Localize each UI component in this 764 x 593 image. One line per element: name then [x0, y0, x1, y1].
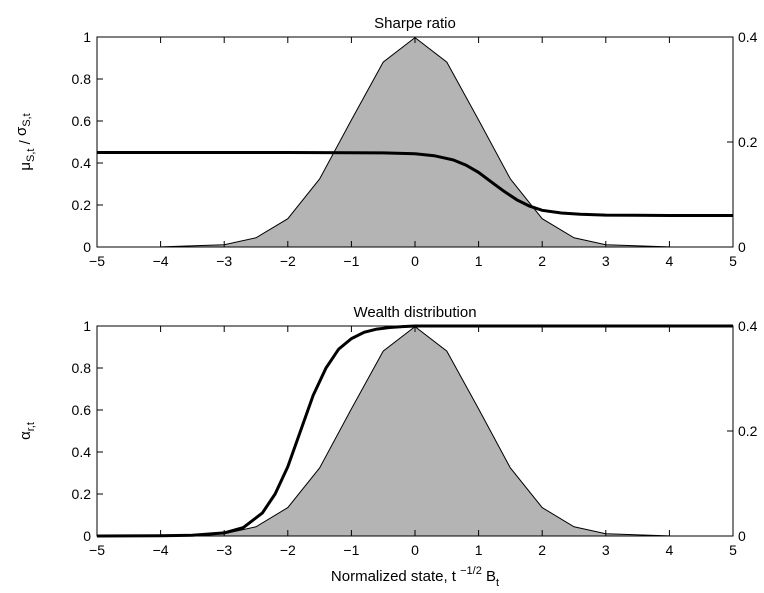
- y-tick-label: 1: [83, 318, 91, 334]
- x-tick-label: 3: [602, 542, 610, 558]
- y-right-tick-label: 0.2: [738, 423, 758, 439]
- x-axis-label: Normalized state, t −1/2 Bt: [331, 565, 499, 589]
- y-right-tick-label: 0: [738, 239, 746, 255]
- y-tick-label: 0.6: [72, 113, 92, 129]
- x-tick-label: 2: [538, 542, 546, 558]
- density-area: [96, 36, 734, 248]
- series-line: [97, 151, 733, 217]
- y-tick-label: 0.6: [72, 402, 92, 418]
- density-area: [96, 325, 734, 537]
- x-tick-label: 1: [475, 542, 483, 558]
- y-right-tick-label: 0: [738, 528, 746, 544]
- x-tick-label: 5: [729, 542, 737, 558]
- y-tick-label: 0.8: [72, 71, 92, 87]
- x-tick-label: 3: [602, 253, 610, 269]
- y-tick-label: 0: [83, 528, 91, 544]
- x-tick-label: 4: [666, 542, 674, 558]
- x-tick-label: −1: [343, 253, 359, 269]
- y-tick-label: 0.8: [72, 360, 92, 376]
- x-tick-label: 0: [411, 542, 419, 558]
- y-tick-label: 0: [83, 239, 91, 255]
- x-tick-label: −2: [280, 253, 296, 269]
- x-tick-label: 0: [411, 253, 419, 269]
- chart-title: Wealth distribution: [353, 304, 476, 321]
- y-right-tick-label: 0.4: [738, 318, 758, 334]
- panel-sharpe-ratio: −5 −4 −3 −2 −1 0 1 2 3 4 500.20.40.60.8100.20.4Sha…: [13, 15, 758, 269]
- panel-wealth-distribution: −5 −4 −3 −2 −1 0 1 2 3 4 500.20.40.60.8100.20.4Wea…: [17, 304, 758, 589]
- x-tick-label: 5: [729, 253, 737, 269]
- y-tick-label: 0.4: [72, 155, 92, 171]
- x-tick-label: −4: [153, 253, 169, 269]
- x-tick-label: −3: [216, 542, 232, 558]
- x-tick-label: −5: [89, 253, 105, 269]
- x-tick-label: 1: [475, 253, 483, 269]
- chart-title: Sharpe ratio: [374, 15, 456, 32]
- y-tick-label: 0.2: [72, 197, 92, 213]
- x-tick-label: −1: [343, 542, 359, 558]
- x-tick-label: −3: [216, 253, 232, 269]
- x-tick-label: 4: [666, 253, 674, 269]
- y-tick-label: 1: [83, 29, 91, 45]
- x-tick-label: −4: [153, 542, 169, 558]
- y-right-tick-label: 0.4: [738, 29, 758, 45]
- y-right-tick-label: 0.2: [738, 134, 758, 150]
- x-tick-label: 2: [538, 253, 546, 269]
- x-tick-label: −2: [280, 542, 296, 558]
- y-axis-label: αr,t: [17, 422, 37, 440]
- x-tick-label: −5: [89, 542, 105, 558]
- y-tick-label: 0.4: [72, 444, 92, 460]
- y-tick-label: 0.2: [72, 486, 92, 502]
- y-axis-label: μS,t / σS,t: [13, 113, 37, 170]
